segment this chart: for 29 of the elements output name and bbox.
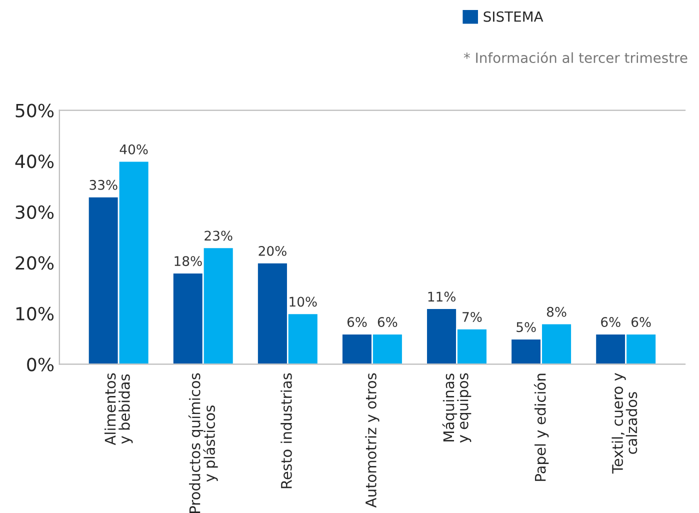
data-label: 11%: [428, 292, 456, 302]
text: * Información al tercer trimestre: [464, 52, 688, 64]
y-tick-label: 0%: [27, 358, 54, 372]
x-tick-label: Alimentos y bebidas: [104, 373, 133, 446]
data-label: 33%: [90, 180, 118, 190]
data-label: 5%: [516, 322, 536, 332]
legend-label: SISTEMA: [484, 11, 544, 22]
data-label: 6%: [347, 317, 367, 328]
data-label: 7%: [462, 312, 482, 322]
x-tick-label: Papel y edición: [534, 374, 549, 481]
data-label: 20%: [258, 246, 286, 256]
data-label: 6%: [378, 317, 398, 328]
x-tick-label: Máquinas y equipos: [442, 373, 472, 443]
data-label: 23%: [204, 230, 232, 241]
data-label: 18%: [174, 256, 202, 266]
data-label: 10%: [290, 296, 317, 307]
data-label: 40%: [120, 144, 148, 154]
y-tick-label: 10%: [16, 306, 54, 321]
y-tick-label: 40%: [15, 154, 54, 168]
y-tick-label: 30%: [16, 205, 54, 219]
x-tick-label: Resto industrias: [280, 373, 292, 488]
data-label: 6%: [632, 317, 651, 328]
y-tick-label: 20%: [16, 256, 54, 270]
x-tick-label: Productos químicos y plásticos: [188, 373, 218, 513]
x-tick-label: Automotriz y otros: [365, 373, 380, 508]
y-tick-label: 50%: [16, 104, 54, 118]
x-tick-label: Textil, cuero y calzados: [612, 372, 638, 474]
data-label: 6%: [601, 317, 620, 328]
data-label: 8%: [546, 306, 566, 317]
